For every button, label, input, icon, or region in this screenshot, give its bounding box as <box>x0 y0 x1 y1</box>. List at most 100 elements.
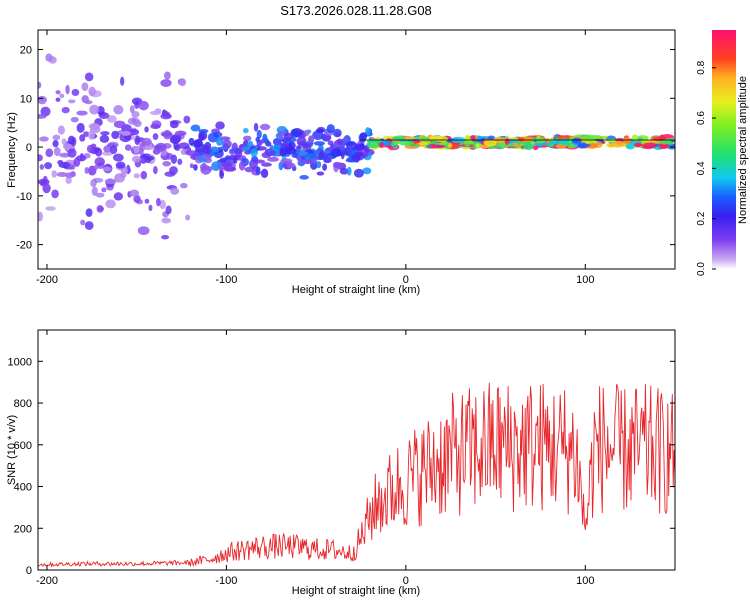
heatmap-cell <box>99 134 110 143</box>
heatmap-cell <box>299 175 309 180</box>
heatmap-cell <box>633 142 643 147</box>
colorbar-gradient <box>712 30 736 269</box>
heatmap-cell <box>121 130 131 136</box>
heatmap-cell <box>173 140 179 151</box>
heatmap-cell <box>55 90 61 95</box>
heatmap-x-tick-label: -200 <box>36 274 58 286</box>
heatmap-cell <box>97 206 104 212</box>
heatmap-cell <box>296 136 307 146</box>
heatmap-cell <box>625 142 635 150</box>
heatmap-cell <box>38 114 47 119</box>
heatmap-cell <box>228 148 235 155</box>
heatmap-cell <box>280 158 293 164</box>
heatmap-cell <box>177 158 183 165</box>
heatmap-cell <box>115 161 126 169</box>
heatmap-cell <box>102 166 112 172</box>
heatmap-cell <box>234 148 243 158</box>
heatmap-cell <box>88 123 101 130</box>
heatmap-cell <box>71 88 80 97</box>
heatmap-y-tick-label: -10 <box>16 191 32 203</box>
heatmap-cell <box>112 153 124 162</box>
heatmap-cell <box>67 148 77 158</box>
heatmap-cell <box>278 161 284 171</box>
heatmap-cell <box>67 135 75 145</box>
heatmap-cell <box>163 71 171 80</box>
heatmap-cell <box>133 148 139 155</box>
snr-x-axis-label: Height of straight line (km) <box>292 585 420 597</box>
heatmap-cell <box>298 151 309 156</box>
heatmap-cell <box>238 160 246 171</box>
heatmap-cell <box>113 192 123 201</box>
heatmap-cell <box>447 143 453 148</box>
heatmap-cell <box>93 164 99 170</box>
heatmap-cell <box>318 144 324 153</box>
heatmap-cell <box>68 99 76 104</box>
heatmap-cell <box>283 132 294 140</box>
heatmap-cell <box>140 170 148 180</box>
heatmap-cell <box>285 147 297 155</box>
heatmap-cell <box>261 151 272 159</box>
heatmap-x-ticks: -200 -100 0 100 <box>36 30 594 286</box>
heatmap-cell <box>51 170 57 178</box>
heatmap-cell <box>138 100 149 111</box>
heatmap-cell <box>188 137 195 146</box>
heatmap-y-tick-label: 20 <box>20 45 32 57</box>
heatmap-cell <box>38 96 46 102</box>
colorbar-tick-label: 0.6 <box>696 111 707 125</box>
heatmap-cell <box>244 150 251 155</box>
heatmap-cell <box>464 142 470 147</box>
heatmap-cell <box>509 143 515 148</box>
heatmap-cell <box>38 154 43 162</box>
heatmap-cell <box>193 164 198 171</box>
heatmap-cell <box>198 157 207 163</box>
heatmap-cell <box>248 159 258 169</box>
heatmap-cell <box>59 152 71 158</box>
heatmap-cell <box>233 157 238 164</box>
heatmap-cell <box>152 133 159 141</box>
heatmap-cell <box>364 127 371 136</box>
heatmap-cell <box>129 105 135 114</box>
heatmap-cell <box>95 192 105 198</box>
heatmap-cell <box>577 142 588 149</box>
heatmap-cell <box>200 165 212 175</box>
heatmap-cell <box>346 141 358 151</box>
colorbar-tick-label: 0.2 <box>696 211 707 225</box>
heatmap-cell <box>104 178 117 185</box>
heatmap-cell <box>161 110 169 118</box>
heatmap-cell <box>100 131 110 136</box>
heatmap-cell <box>88 86 96 97</box>
heatmap-cell <box>190 124 201 132</box>
snr-x-tick-label: 100 <box>576 575 594 587</box>
heatmap-cell <box>114 173 125 183</box>
page-title: S173.2026.028.11.28.G08 <box>280 3 432 18</box>
heatmap-cell <box>109 145 118 154</box>
heatmap-cell <box>133 173 141 179</box>
heatmap-cell <box>39 164 45 170</box>
heatmap-cell <box>160 79 172 87</box>
snr-frame <box>37 329 676 571</box>
heatmap-cell <box>131 155 141 163</box>
heatmap-cell <box>222 139 232 149</box>
heatmap-cell <box>84 166 89 174</box>
heatmap-cell <box>65 84 70 95</box>
heatmap-cell <box>76 110 88 116</box>
heatmap-cell <box>327 140 334 146</box>
heatmap-cell <box>131 118 137 124</box>
snr-y-tick-label: 200 <box>14 523 32 535</box>
heatmap-cell <box>359 143 365 150</box>
heatmap-cell <box>103 145 112 153</box>
heatmap-cell <box>279 146 284 157</box>
heatmap-cell <box>61 138 67 146</box>
heatmap-cell <box>169 120 179 129</box>
heatmap-cell <box>316 161 322 169</box>
heatmap-cell <box>120 76 125 86</box>
heatmap-cell <box>256 129 262 139</box>
heatmap-cell <box>120 167 129 175</box>
colorbar: 0.0 0.2 0.4 0.6 0.8 Normalized spectral ampl… <box>696 30 749 276</box>
heatmap-cell <box>637 137 643 141</box>
heatmap-cell <box>85 208 93 217</box>
heatmap-cell <box>592 135 608 140</box>
heatmap-cell <box>667 143 675 150</box>
heatmap-cell <box>362 167 372 175</box>
